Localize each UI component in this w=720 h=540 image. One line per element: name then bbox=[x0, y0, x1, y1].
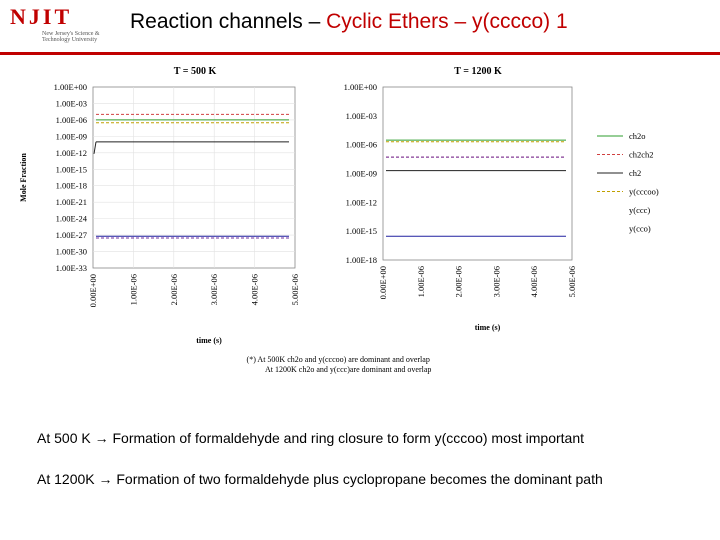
charts-area: 1.00E+00 1.00E-03 1.00E-06 1.00E-09 1.00E-12… bbox=[19, 66, 659, 345]
chart-1-x-tick-label: 0.00E+00 bbox=[88, 274, 98, 307]
chart-1-y-tick-label: 1.00E-15 bbox=[56, 164, 87, 174]
legend-label: y(cccoo) bbox=[629, 187, 659, 197]
chart-2-plot-area bbox=[382, 86, 573, 261]
chart-1-series-ch2-initial-rise bbox=[93, 141, 97, 154]
chart-2-y-tick-label: 1.00E+00 bbox=[344, 82, 377, 92]
legend-label: y(ccc) bbox=[629, 205, 650, 215]
legend-label: ch2 bbox=[629, 168, 641, 178]
chart-2-x-tick-label: 2.00E-06 bbox=[454, 266, 464, 297]
chart-1-y-tick-label: 1.00E-09 bbox=[56, 131, 87, 141]
title-highlight: Cyclic Ethers – y(cccco) 1 bbox=[326, 10, 568, 33]
chart-2-x-tick-label: 4.00E-06 bbox=[529, 266, 539, 297]
logo-wordmark: NJIT bbox=[10, 4, 73, 29]
chart-1-y-tick-label: 1.00E-24 bbox=[56, 214, 88, 224]
bullet-500k: At 500 K → Formation of formaldehyde and… bbox=[37, 430, 585, 446]
chart-1-y-tick-label: 1.00E-33 bbox=[56, 263, 87, 273]
chart-2-title: T = 1200 K bbox=[454, 66, 502, 77]
chart-2-y-tick-label: 1.00E-18 bbox=[346, 255, 377, 265]
chart-1-x-tick-label: 4.00E-06 bbox=[250, 274, 260, 305]
chart-2-y-tick-label: 1.00E-06 bbox=[346, 140, 377, 150]
legend-label: ch2ch2 bbox=[629, 150, 654, 160]
chart-1-y-tick-label: 1.00E-12 bbox=[56, 148, 87, 158]
chart-2-x-tick-label: 5.00E-06 bbox=[567, 266, 577, 297]
chart-1-y-tick-label: 1.00E-27 bbox=[56, 230, 87, 240]
title-prefix: Reaction channels – bbox=[130, 10, 327, 33]
chart-1-y-tick-label: 1.00E-30 bbox=[56, 247, 87, 257]
legend-label: y(cco) bbox=[629, 224, 651, 234]
chart-1-y-tick-label: 1.00E-21 bbox=[56, 197, 87, 207]
footnote: (*) At 500K ch2o and y(cccoo) are domina… bbox=[245, 355, 432, 375]
footnote-line-1: (*) At 500K ch2o and y(cccoo) are domina… bbox=[246, 355, 430, 364]
chart-1-y-tick-label: 1.00E+00 bbox=[54, 82, 87, 92]
chart-1-y-tick-label: 1.00E-18 bbox=[56, 181, 87, 191]
chart-2-x-tick-label: 3.00E-06 bbox=[491, 266, 501, 297]
chart-1-y-axis-label: Mole Fraction bbox=[19, 153, 28, 202]
chart-1-title: T = 500 K bbox=[174, 66, 217, 77]
chart-2-y-tick-label: 1.00E-09 bbox=[346, 169, 377, 179]
chart-1-x-axis-label: time (s) bbox=[196, 336, 222, 345]
legend-label: ch2o bbox=[629, 131, 646, 141]
chart-2-y-tick-label: 1.00E-12 bbox=[346, 197, 377, 207]
chart-2-x-axis-label: time (s) bbox=[475, 323, 501, 332]
chart-1-x-tick-label: 2.00E-06 bbox=[169, 274, 179, 305]
chart-1-y-tick-label: 1.00E-03 bbox=[56, 98, 87, 108]
chart-1-x-tick-label: 5.00E-06 bbox=[290, 274, 300, 305]
chart-2-y-tick-label: 1.00E-03 bbox=[346, 111, 377, 121]
title-divider bbox=[0, 52, 720, 55]
bullet-1200k: At 1200K → Formation of two formaldehyde… bbox=[37, 471, 603, 487]
chart-1-x-tick-label: 1.00E-06 bbox=[128, 274, 138, 305]
footnote-line-2: At 1200K ch2o and y(ccc)are dominant and… bbox=[265, 365, 432, 374]
chart-2-y-tick-label: 1.00E-15 bbox=[346, 226, 377, 236]
chart-2-x-tick-label: 1.00E-06 bbox=[416, 266, 426, 297]
chart-1-y-tick-label: 1.00E-06 bbox=[56, 115, 87, 125]
njit-logo: NJIT New Jersey's Science & Technology U… bbox=[6, 4, 106, 48]
slide-title: Reaction channels – Cyclic Ethers – y(cc… bbox=[130, 10, 568, 34]
chart-1-x-tick-label: 3.00E-06 bbox=[209, 274, 219, 305]
chart-2-x-tick-label: 0.00E+00 bbox=[378, 266, 388, 299]
logo-subtitle: New Jersey's Science & Technology Univer… bbox=[42, 31, 100, 43]
